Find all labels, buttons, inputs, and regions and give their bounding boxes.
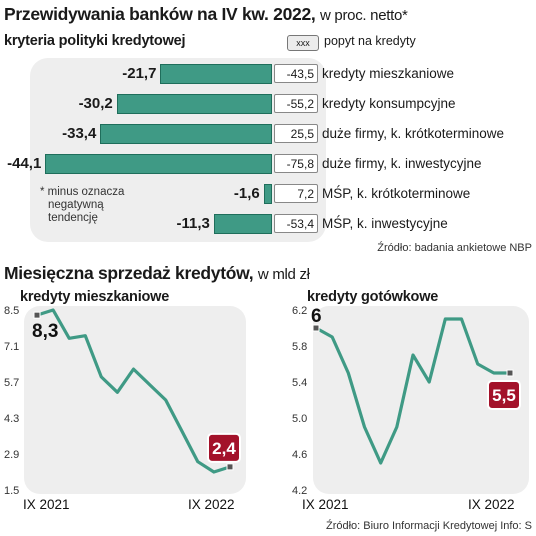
- category-label: duże firmy, k. inwestycyjne: [322, 156, 482, 171]
- bar-value-label: -33,4: [62, 125, 97, 142]
- demand-value-box: -43,5: [274, 64, 318, 83]
- y-tick-label: 6.2: [292, 305, 307, 317]
- bottom-title-main: Miesięczna sprzedaż kredytów,: [4, 263, 254, 283]
- category-label: duże firmy, k. krótkoterminowe: [322, 126, 505, 141]
- end-value-badge: [487, 380, 521, 410]
- bottom-title-suffix: w mld zł: [257, 266, 310, 283]
- start-point-marker: [312, 324, 320, 332]
- end-point-marker: [506, 369, 514, 377]
- category-label: kredyty mieszkaniowe: [322, 66, 455, 81]
- footnote-line-2: negatywną: [48, 199, 104, 211]
- demand-value-box: 25,5: [274, 124, 318, 143]
- series-line: [35, 308, 232, 474]
- bottom-chart-title: Miesięczna sprzedaż kredytów, w mld zł: [4, 263, 310, 284]
- top-title-suffix: w proc. netto*: [320, 7, 408, 24]
- bar-4: [263, 184, 272, 204]
- end-value-label: 2,4: [212, 439, 236, 458]
- line-chart-2-title: kredyty gotówkowe: [307, 289, 439, 305]
- y-tick-label: 8.5: [4, 305, 19, 317]
- y-tick-label: 4.2: [292, 485, 307, 497]
- y-tick-label: 5.8: [292, 341, 307, 353]
- y-tick-label: 5.0: [292, 413, 307, 425]
- x-tick-label: IX 2021: [23, 497, 70, 512]
- y-tick-label: 1.5: [4, 485, 19, 497]
- demand-value-box: -53,4: [274, 214, 318, 233]
- bar-value-label: -1,6: [233, 185, 260, 202]
- demand-value-box: -55,2: [274, 94, 318, 113]
- category-label: MŚP, k. krótkoterminowe: [322, 186, 471, 201]
- bar-5: [213, 214, 272, 234]
- demand-value-box: 7,2: [274, 184, 318, 203]
- y-tick-label: 4.6: [292, 449, 307, 461]
- top-chart-subtitle: kryteria polityki kredytowej: [4, 33, 186, 49]
- top-source: Źródło: badania ankietowe NBP: [377, 242, 532, 254]
- demand-value-box: -75,8: [274, 154, 318, 173]
- bar-chart-panel: [30, 58, 326, 242]
- bar-0: [160, 64, 272, 84]
- start-value-label: 8,3: [32, 321, 58, 342]
- top-title-main: Przewidywania banków na IV kw. 2022,: [4, 4, 316, 24]
- bar-value-label: -11,3: [176, 215, 210, 232]
- bar-3: [45, 154, 272, 174]
- category-label: kredyty konsumpcyjne: [322, 96, 456, 111]
- y-tick-label: 4.3: [4, 413, 19, 425]
- x-tick-label: IX 2022: [188, 497, 235, 512]
- start-value-label: 6: [311, 306, 322, 327]
- series-line: [314, 317, 512, 465]
- bar-value-label: -21,7: [122, 65, 157, 82]
- bar-value-label: -30,2: [78, 95, 113, 112]
- legend-swatch: xxx: [287, 35, 319, 51]
- y-tick-label: 5.7: [4, 377, 19, 389]
- footnote-line-3: tendencję: [48, 212, 98, 224]
- legend-label: popyt na kredyty: [324, 34, 416, 48]
- start-point-marker: [33, 311, 41, 319]
- bar-1: [116, 94, 272, 114]
- category-label: MŚP, k. inwestycyjne: [322, 216, 448, 231]
- bottom-source: Źródło: Biuro Informacji Kredytowej Info…: [325, 520, 532, 532]
- footnote-line-1: * minus oznacza: [40, 186, 125, 198]
- bar-2: [100, 124, 272, 144]
- y-tick-label: 2.9: [4, 449, 19, 461]
- x-tick-label: IX 2021: [302, 497, 349, 512]
- end-point-marker: [226, 463, 234, 471]
- y-tick-label: 7.1: [4, 341, 19, 353]
- top-chart-title: Przewidywania banków na IV kw. 2022, w p…: [4, 4, 408, 25]
- end-value-label: 5,5: [492, 386, 516, 405]
- x-tick-label: IX 2022: [468, 497, 515, 512]
- line-chart-1-title: kredyty mieszkaniowe: [20, 289, 170, 305]
- y-tick-label: 5.4: [292, 377, 307, 389]
- bar-value-label: -44,1: [7, 155, 42, 172]
- footnote: * minus oznacza negatywną tendencję: [40, 186, 124, 225]
- end-value-badge: [207, 432, 241, 463]
